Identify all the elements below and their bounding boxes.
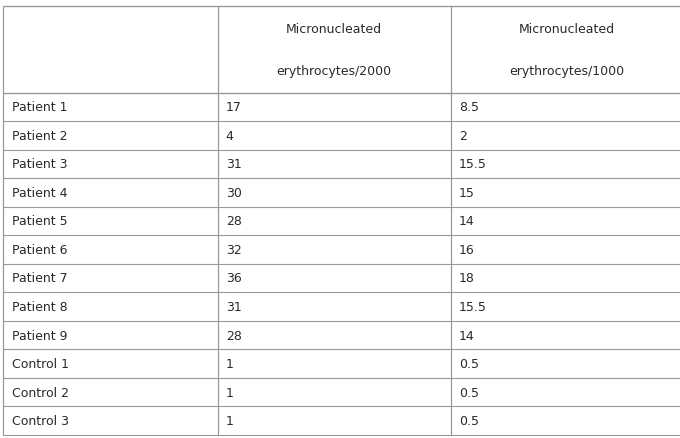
- Text: 17: 17: [226, 101, 241, 114]
- Text: 1: 1: [226, 357, 234, 370]
- Text: Patient 4: Patient 4: [12, 187, 67, 199]
- Text: 18: 18: [459, 272, 475, 285]
- Text: 32: 32: [226, 244, 241, 256]
- Text: 15: 15: [459, 187, 475, 199]
- Text: 2: 2: [459, 130, 467, 142]
- Text: 28: 28: [226, 329, 241, 342]
- Text: 15.5: 15.5: [459, 300, 487, 313]
- Text: Control 2: Control 2: [12, 386, 69, 399]
- Text: 31: 31: [226, 158, 241, 171]
- Text: Micronucleated

erythrocytes/1000: Micronucleated erythrocytes/1000: [509, 22, 625, 78]
- Text: Micronucleated

erythrocytes/2000: Micronucleated erythrocytes/2000: [277, 22, 392, 78]
- Text: 14: 14: [459, 329, 475, 342]
- Text: Patient 6: Patient 6: [12, 244, 67, 256]
- Text: 0.5: 0.5: [459, 414, 479, 427]
- Text: Control 3: Control 3: [12, 414, 69, 427]
- Text: Patient 1: Patient 1: [12, 101, 67, 114]
- Text: Patient 5: Patient 5: [12, 215, 67, 228]
- Text: Patient 2: Patient 2: [12, 130, 67, 142]
- Text: 31: 31: [226, 300, 241, 313]
- Text: Patient 8: Patient 8: [12, 300, 67, 313]
- Text: 0.5: 0.5: [459, 386, 479, 399]
- Text: 15.5: 15.5: [459, 158, 487, 171]
- Text: Patient 9: Patient 9: [12, 329, 67, 342]
- Text: Control 1: Control 1: [12, 357, 69, 370]
- Text: 14: 14: [459, 215, 475, 228]
- Text: Patient 7: Patient 7: [12, 272, 67, 285]
- Text: Patient 3: Patient 3: [12, 158, 67, 171]
- Text: 36: 36: [226, 272, 241, 285]
- Text: 30: 30: [226, 187, 241, 199]
- Text: 1: 1: [226, 386, 234, 399]
- Text: 28: 28: [226, 215, 241, 228]
- Text: 0.5: 0.5: [459, 357, 479, 370]
- Text: 16: 16: [459, 244, 475, 256]
- Text: 1: 1: [226, 414, 234, 427]
- Text: 8.5: 8.5: [459, 101, 479, 114]
- Text: 4: 4: [226, 130, 234, 142]
